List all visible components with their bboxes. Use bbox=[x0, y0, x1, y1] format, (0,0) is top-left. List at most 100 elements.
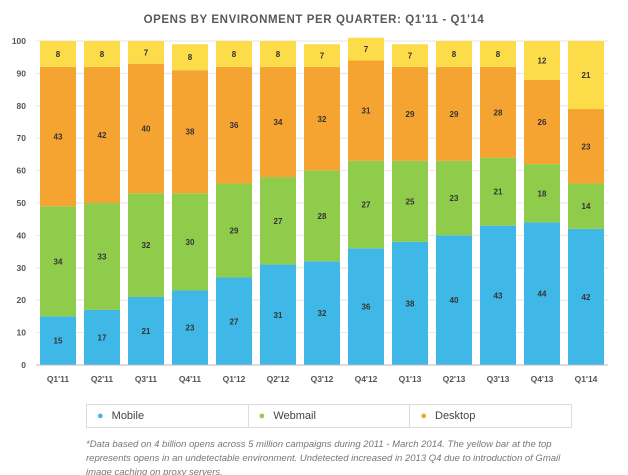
data-label: 43 bbox=[494, 291, 503, 300]
data-label: 8 bbox=[452, 50, 457, 59]
y-tick-label: 30 bbox=[17, 263, 27, 273]
data-label: 21 bbox=[142, 327, 151, 336]
bar-webmail bbox=[260, 177, 296, 265]
data-label: 29 bbox=[406, 110, 415, 119]
bar-mobile bbox=[40, 316, 76, 365]
data-label: 42 bbox=[582, 293, 591, 302]
legend-item-mobile[interactable]: ● Mobile bbox=[87, 405, 249, 427]
data-label: 8 bbox=[232, 50, 237, 59]
bar-mobile bbox=[436, 235, 472, 365]
bar-webmail bbox=[84, 203, 120, 310]
y-tick-label: 0 bbox=[21, 360, 26, 370]
bar-webmail bbox=[216, 183, 252, 278]
x-tick-label: Q2'12 bbox=[267, 374, 290, 384]
bar-undetected bbox=[172, 44, 208, 71]
legend-item-webmail[interactable]: ● Webmail bbox=[249, 405, 411, 427]
data-label: 31 bbox=[362, 107, 371, 116]
bar-mobile bbox=[128, 296, 164, 365]
bar-webmail bbox=[480, 157, 516, 226]
data-label: 32 bbox=[142, 241, 151, 250]
data-label: 31 bbox=[274, 311, 283, 320]
bar-webmail bbox=[40, 206, 76, 317]
y-tick-label: 10 bbox=[17, 328, 27, 338]
y-tick-label: 40 bbox=[17, 230, 27, 240]
data-label: 15 bbox=[54, 337, 63, 346]
bar-webmail bbox=[128, 193, 164, 297]
x-tick-label: Q4'11 bbox=[179, 374, 202, 384]
bar-webmail bbox=[568, 183, 604, 229]
bar-mobile bbox=[304, 261, 340, 365]
data-label: 44 bbox=[538, 290, 547, 299]
bar-mobile bbox=[392, 241, 428, 365]
data-label: 23 bbox=[450, 194, 459, 203]
y-tick-label: 80 bbox=[17, 101, 27, 111]
x-tick-label: Q3'12 bbox=[311, 374, 334, 384]
data-label: 27 bbox=[362, 201, 371, 210]
legend-dot-mobile-icon: ● bbox=[97, 410, 104, 422]
bar-mobile bbox=[568, 228, 604, 365]
data-label: 29 bbox=[450, 110, 459, 119]
bar-desktop bbox=[348, 60, 384, 161]
legend-label-desktop: Desktop bbox=[435, 410, 476, 422]
data-label: 26 bbox=[538, 118, 547, 127]
legend-label-webmail: Webmail bbox=[273, 410, 316, 422]
bar-undetected bbox=[480, 41, 516, 67]
x-tick-label: Q4'12 bbox=[355, 374, 378, 384]
bar-desktop bbox=[40, 66, 76, 207]
data-label: 18 bbox=[538, 189, 547, 198]
y-tick-label: 20 bbox=[17, 295, 27, 305]
y-tick-label: 60 bbox=[17, 166, 27, 176]
bar-desktop bbox=[524, 79, 560, 165]
data-label: 7 bbox=[144, 48, 149, 57]
data-label: 8 bbox=[496, 50, 501, 59]
chart-title: OPENS BY ENVIRONMENT PER QUARTER: Q1'11 … bbox=[143, 14, 485, 26]
data-label: 7 bbox=[364, 45, 369, 54]
data-label: 43 bbox=[54, 133, 63, 142]
data-label: 38 bbox=[186, 128, 195, 137]
bar-undetected bbox=[524, 41, 560, 80]
legend-dot-desktop-icon: ● bbox=[420, 410, 427, 422]
data-label: 23 bbox=[582, 142, 591, 151]
footnote: *Data based on 4 billion opens across 5 … bbox=[86, 439, 561, 475]
bar-undetected bbox=[40, 41, 76, 67]
bar-mobile bbox=[480, 225, 516, 365]
legend-item-desktop[interactable]: ● Desktop bbox=[410, 405, 571, 427]
bar-undetected bbox=[216, 41, 252, 67]
data-label: 8 bbox=[276, 50, 281, 59]
data-label: 8 bbox=[100, 50, 105, 59]
bar-undetected bbox=[348, 37, 384, 61]
bar-desktop bbox=[128, 63, 164, 194]
y-tick-label: 70 bbox=[17, 133, 27, 143]
bar-undetected bbox=[568, 41, 604, 110]
bar-mobile bbox=[348, 248, 384, 365]
bar-desktop bbox=[84, 66, 120, 203]
data-label: 27 bbox=[274, 217, 283, 226]
data-label: 32 bbox=[318, 309, 327, 318]
bar-undetected bbox=[84, 41, 120, 67]
y-tick-label: 100 bbox=[12, 36, 26, 46]
bar-webmail bbox=[172, 193, 208, 291]
bar-undetected bbox=[392, 44, 428, 67]
data-label: 36 bbox=[230, 121, 239, 130]
x-tick-label: Q1'13 bbox=[399, 374, 422, 384]
x-tick-label: Q1'14 bbox=[575, 374, 598, 384]
legend-label-mobile: Mobile bbox=[111, 410, 145, 422]
data-label: 7 bbox=[408, 52, 413, 61]
data-label: 8 bbox=[56, 50, 61, 59]
x-tick-label: Q3'11 bbox=[135, 374, 158, 384]
data-label: 33 bbox=[98, 252, 107, 261]
data-label: 32 bbox=[318, 115, 327, 124]
data-label: 8 bbox=[188, 53, 193, 62]
data-label: 27 bbox=[230, 317, 239, 326]
data-label: 40 bbox=[142, 124, 151, 133]
bar-mobile bbox=[172, 290, 208, 365]
bar-desktop bbox=[392, 66, 428, 161]
data-label: 42 bbox=[98, 131, 107, 140]
chart-plot: 0 10 20 30 40 50 60 70 80 90 100 15 34 43 8 Q1'11 17 33 42… bbox=[12, 36, 608, 384]
legend-dot-webmail-icon: ● bbox=[258, 410, 266, 422]
data-label: 12 bbox=[538, 56, 547, 65]
bar-desktop bbox=[216, 66, 252, 184]
bar-desktop bbox=[568, 109, 604, 184]
bar-undetected bbox=[436, 41, 472, 67]
bar-desktop bbox=[436, 66, 472, 161]
